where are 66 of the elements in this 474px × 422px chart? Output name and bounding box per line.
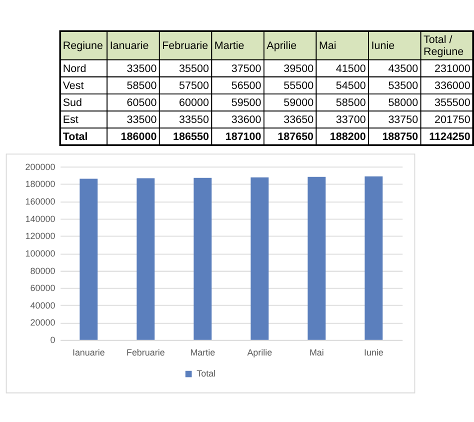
y-tick-label: 60000 [30,283,56,294]
y-tick-label: Sud [62,97,82,110]
data-label: 186000 [120,131,157,144]
x-tick-label: Februarie [162,40,208,52]
data-label: 37500 [231,62,262,75]
data-label: 33550 [179,114,210,126]
y-tick-label: 180000 [25,179,56,190]
x-tick-label: Mai [318,40,336,52]
data-label: 55500 [284,80,314,92]
y-tick-label: 80000 [30,266,56,276]
data-label: 53500 [388,80,418,92]
x-tick-label: Mai [309,348,324,358]
data-label: 231000 [434,62,470,75]
y-tick-label: 120000 [25,231,56,242]
y-tick-label: Nord [62,62,86,75]
data-label: 201750 [434,114,470,126]
data-label: 43500 [388,62,418,75]
data-label: 187650 [278,131,314,144]
x-tick-label: Martie [190,348,216,358]
y-tick-label: 20000 [30,318,56,328]
data-label: 41500 [336,62,366,75]
data-label: 60000 [179,97,210,110]
data-label: 33500 [126,62,157,75]
x-tick-label: Ianuarie [72,348,105,358]
data-label: 1124250 [429,131,470,144]
y-tick-label: Total [62,131,88,144]
data-label: 39500 [284,62,314,75]
data-label: 33750 [388,114,418,126]
y-tick-label: 140000 [25,214,56,224]
y-axis-title: Regiune [62,40,103,52]
y-tick-label: 0 [50,335,56,346]
y-tick-label: 160000 [25,196,56,206]
x-tick-label: Iunie [364,348,384,358]
x-tick-label: Aprilie [266,40,297,52]
y-tick-label: 100000 [25,248,56,258]
y-tick-label: 40000 [30,300,56,310]
y-tick-label: Est [62,114,78,126]
x-tick-label: Ianuarie [110,40,149,52]
legend-label: Total [196,368,216,379]
data-label: 33600 [231,114,262,126]
data-label: 58500 [336,97,366,110]
data-label: 336000 [434,80,470,92]
data-label: 186550 [173,131,209,144]
data-label: 59000 [284,97,314,110]
data-label: 33700 [336,114,366,126]
data-label: 59500 [231,97,262,110]
y-tick-label: 200000 [25,162,56,172]
data-label: 56500 [231,80,262,92]
data-label: 187100 [225,131,262,144]
x-tick-label: Aprilie [247,348,272,358]
x-tick-label: Martie [214,40,244,52]
data-label: 188750 [382,131,418,144]
data-label: 33500 [126,114,157,126]
data-label: 355500 [434,97,470,110]
data-label: 57500 [179,80,210,92]
data-label: 60500 [126,97,157,110]
x-tick-label: Februarie [126,348,165,358]
y-tick-label: Vest [62,80,84,92]
data-label: 58000 [388,97,418,110]
data-label: 33650 [284,114,314,126]
data-label: 58500 [126,80,157,92]
data-label: 54500 [336,80,366,92]
x-tick-label: Iunie [371,40,395,52]
x-tick-label: Total / Regiune [424,34,464,58]
data-label: 35500 [179,62,210,75]
data-label: 188200 [330,131,366,144]
